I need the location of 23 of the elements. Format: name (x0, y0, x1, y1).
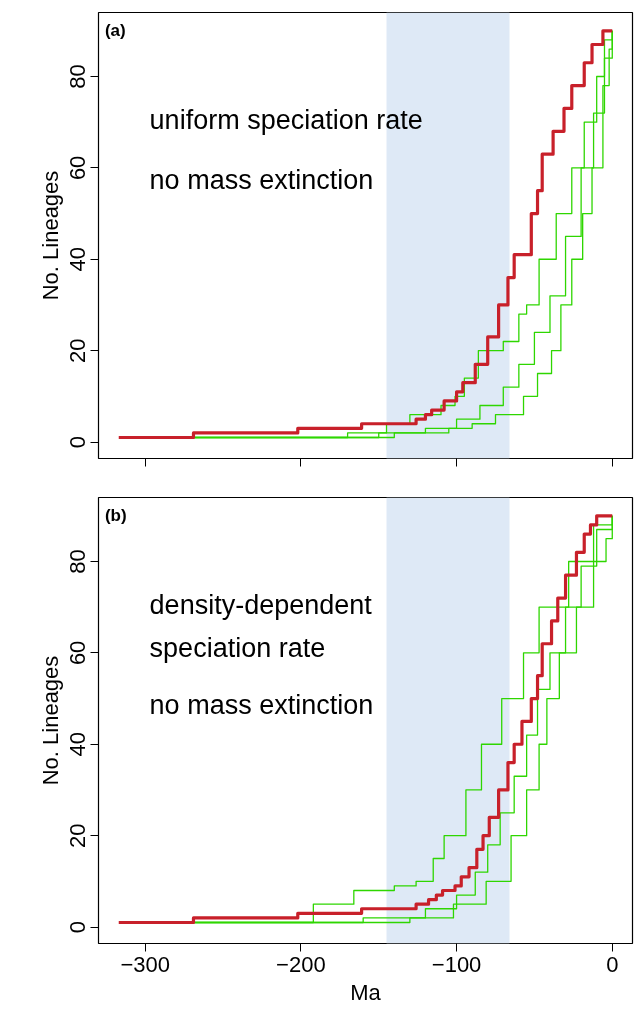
y-tick-label: 80 (65, 549, 91, 574)
y-tick-label: 80 (65, 64, 91, 89)
y-tick-label: 0 (65, 435, 91, 449)
x-tick-label: −200 (276, 951, 326, 977)
x-tick-label: −100 (431, 951, 482, 977)
y-tick-label: 60 (65, 640, 91, 666)
y-tick-label: 20 (65, 338, 91, 363)
y-tick-label: 0 (65, 920, 91, 934)
y-tick-label: 60 (65, 155, 91, 181)
y-axis-title: No. Lineages (37, 170, 63, 301)
y-tick-label: 40 (65, 732, 91, 757)
x-tick-label: −300 (120, 951, 170, 977)
annotation: density-dependent speciation rate (149, 589, 373, 663)
annotation: (b) (104, 505, 127, 525)
annotation: (a) (104, 20, 126, 40)
x-tick-label: 0 (606, 951, 619, 977)
annotation: uniform speciation rate (149, 104, 423, 135)
annotation: no mass extinction (149, 689, 374, 720)
y-axis-title: No. Lineages (37, 655, 63, 786)
x-axis-title: Ma (350, 979, 382, 1005)
y-tick-label: 40 (65, 247, 91, 272)
annotation: no mass extinction (149, 164, 374, 195)
y-tick-label: 20 (65, 823, 91, 848)
